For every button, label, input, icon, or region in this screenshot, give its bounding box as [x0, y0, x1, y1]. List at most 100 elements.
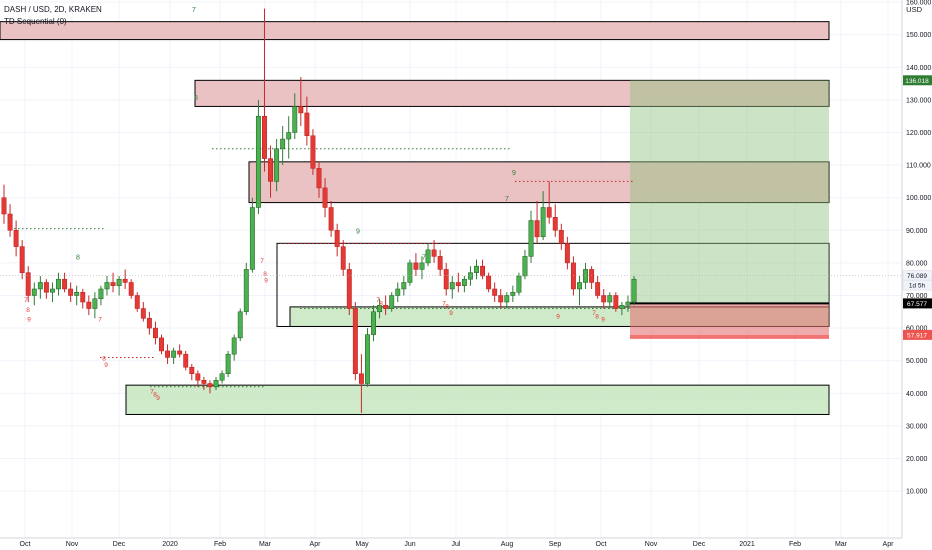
zone-resistance [0, 21, 830, 41]
price-label: 67.577 [903, 298, 932, 309]
td-buy-label: 7 [150, 388, 154, 395]
td-buy-label: 9 [601, 317, 605, 324]
y-tick-label: 40.000 [906, 391, 928, 398]
candle-body [395, 288, 401, 296]
candle [43, 279, 49, 299]
price-label-box [902, 279, 932, 291]
stop-band [630, 334, 829, 339]
candle [461, 275, 467, 293]
x-tick-label: Feb [214, 541, 226, 548]
x-tick-label: Apr [310, 541, 322, 548]
candle-body [171, 350, 177, 358]
candle-body [128, 282, 134, 296]
candle-body [510, 291, 516, 296]
candle-body [243, 269, 249, 313]
candle-body [298, 106, 304, 114]
candle [431, 240, 437, 263]
td-buy-label: 7 [98, 317, 102, 324]
candle-body [407, 262, 413, 283]
candle [346, 262, 352, 316]
price-label-text: 67.577 [907, 301, 927, 308]
candle [595, 275, 601, 299]
y-tick-label: 10.000 [906, 489, 928, 496]
candle [504, 292, 510, 309]
td-sell-label: 9 [356, 229, 360, 236]
candle [13, 220, 19, 257]
candle-body [431, 249, 437, 257]
position-tool[interactable] [630, 80, 829, 339]
candle-body [340, 246, 346, 270]
candle-body [152, 327, 158, 339]
price-label: 57.917 [903, 329, 932, 340]
price-label-box [903, 329, 932, 340]
candle [165, 344, 171, 364]
candle [1, 184, 7, 224]
candle-body [110, 282, 116, 286]
symbol-title: DASH / USD, 2D, KRAKEN [4, 5, 102, 14]
x-tick-label: Mar [835, 541, 848, 548]
candle [146, 311, 152, 335]
td-buy-label: 7 [592, 310, 596, 317]
candle [419, 256, 425, 280]
candle-body [13, 230, 19, 247]
candle-body [371, 311, 376, 335]
x-tick-label: Apr [883, 541, 895, 548]
td-buy-label: 7 [260, 258, 264, 265]
candle-body [116, 278, 122, 286]
candle-body [413, 262, 419, 270]
candle-body [461, 278, 467, 286]
candle [19, 240, 25, 280]
candle [110, 272, 116, 293]
candle-body [292, 106, 298, 133]
td-buy-label: 7 [376, 297, 380, 304]
candle-body [146, 318, 152, 329]
candle-body [474, 265, 479, 273]
candle [56, 272, 61, 296]
candle-body [486, 275, 492, 290]
candle [62, 272, 68, 293]
candle-body [219, 373, 225, 381]
candle [558, 223, 564, 250]
td-buy-label: 8 [26, 307, 30, 314]
candles[interactable] [1, 8, 637, 413]
candle-body [540, 207, 546, 238]
candle [492, 282, 498, 303]
candle-body [104, 282, 110, 290]
candle [619, 302, 625, 316]
candle [328, 200, 334, 237]
td-buy-label: 8 [379, 300, 383, 307]
candle [207, 380, 213, 394]
candle [365, 328, 370, 387]
candle-body [625, 301, 631, 306]
candle-body [546, 207, 552, 218]
indicator-title: TD Sequential (0) [4, 17, 67, 26]
x-tick-label: Oct [20, 541, 31, 548]
candle-body [358, 373, 364, 384]
candle [286, 116, 292, 159]
candle [98, 285, 104, 306]
candle [262, 8, 267, 172]
candle [389, 292, 395, 312]
candle [625, 295, 631, 312]
candle-body [492, 288, 498, 296]
candle [601, 288, 607, 309]
candle-body [437, 256, 443, 270]
candle [116, 275, 122, 296]
candle-body [322, 187, 328, 208]
candle-body [43, 282, 49, 293]
candle [183, 350, 189, 371]
candle-body [159, 337, 164, 352]
candle-body [201, 380, 207, 384]
candle-body [564, 243, 570, 264]
y-tick-label: 140.000 [906, 65, 931, 72]
candle-body [498, 295, 504, 303]
candle [68, 282, 74, 303]
candle [304, 96, 310, 146]
candle-body [389, 295, 395, 309]
candle-body [328, 207, 334, 231]
candle [480, 259, 486, 280]
x-tick-label: May [355, 541, 369, 548]
candle [243, 262, 249, 316]
